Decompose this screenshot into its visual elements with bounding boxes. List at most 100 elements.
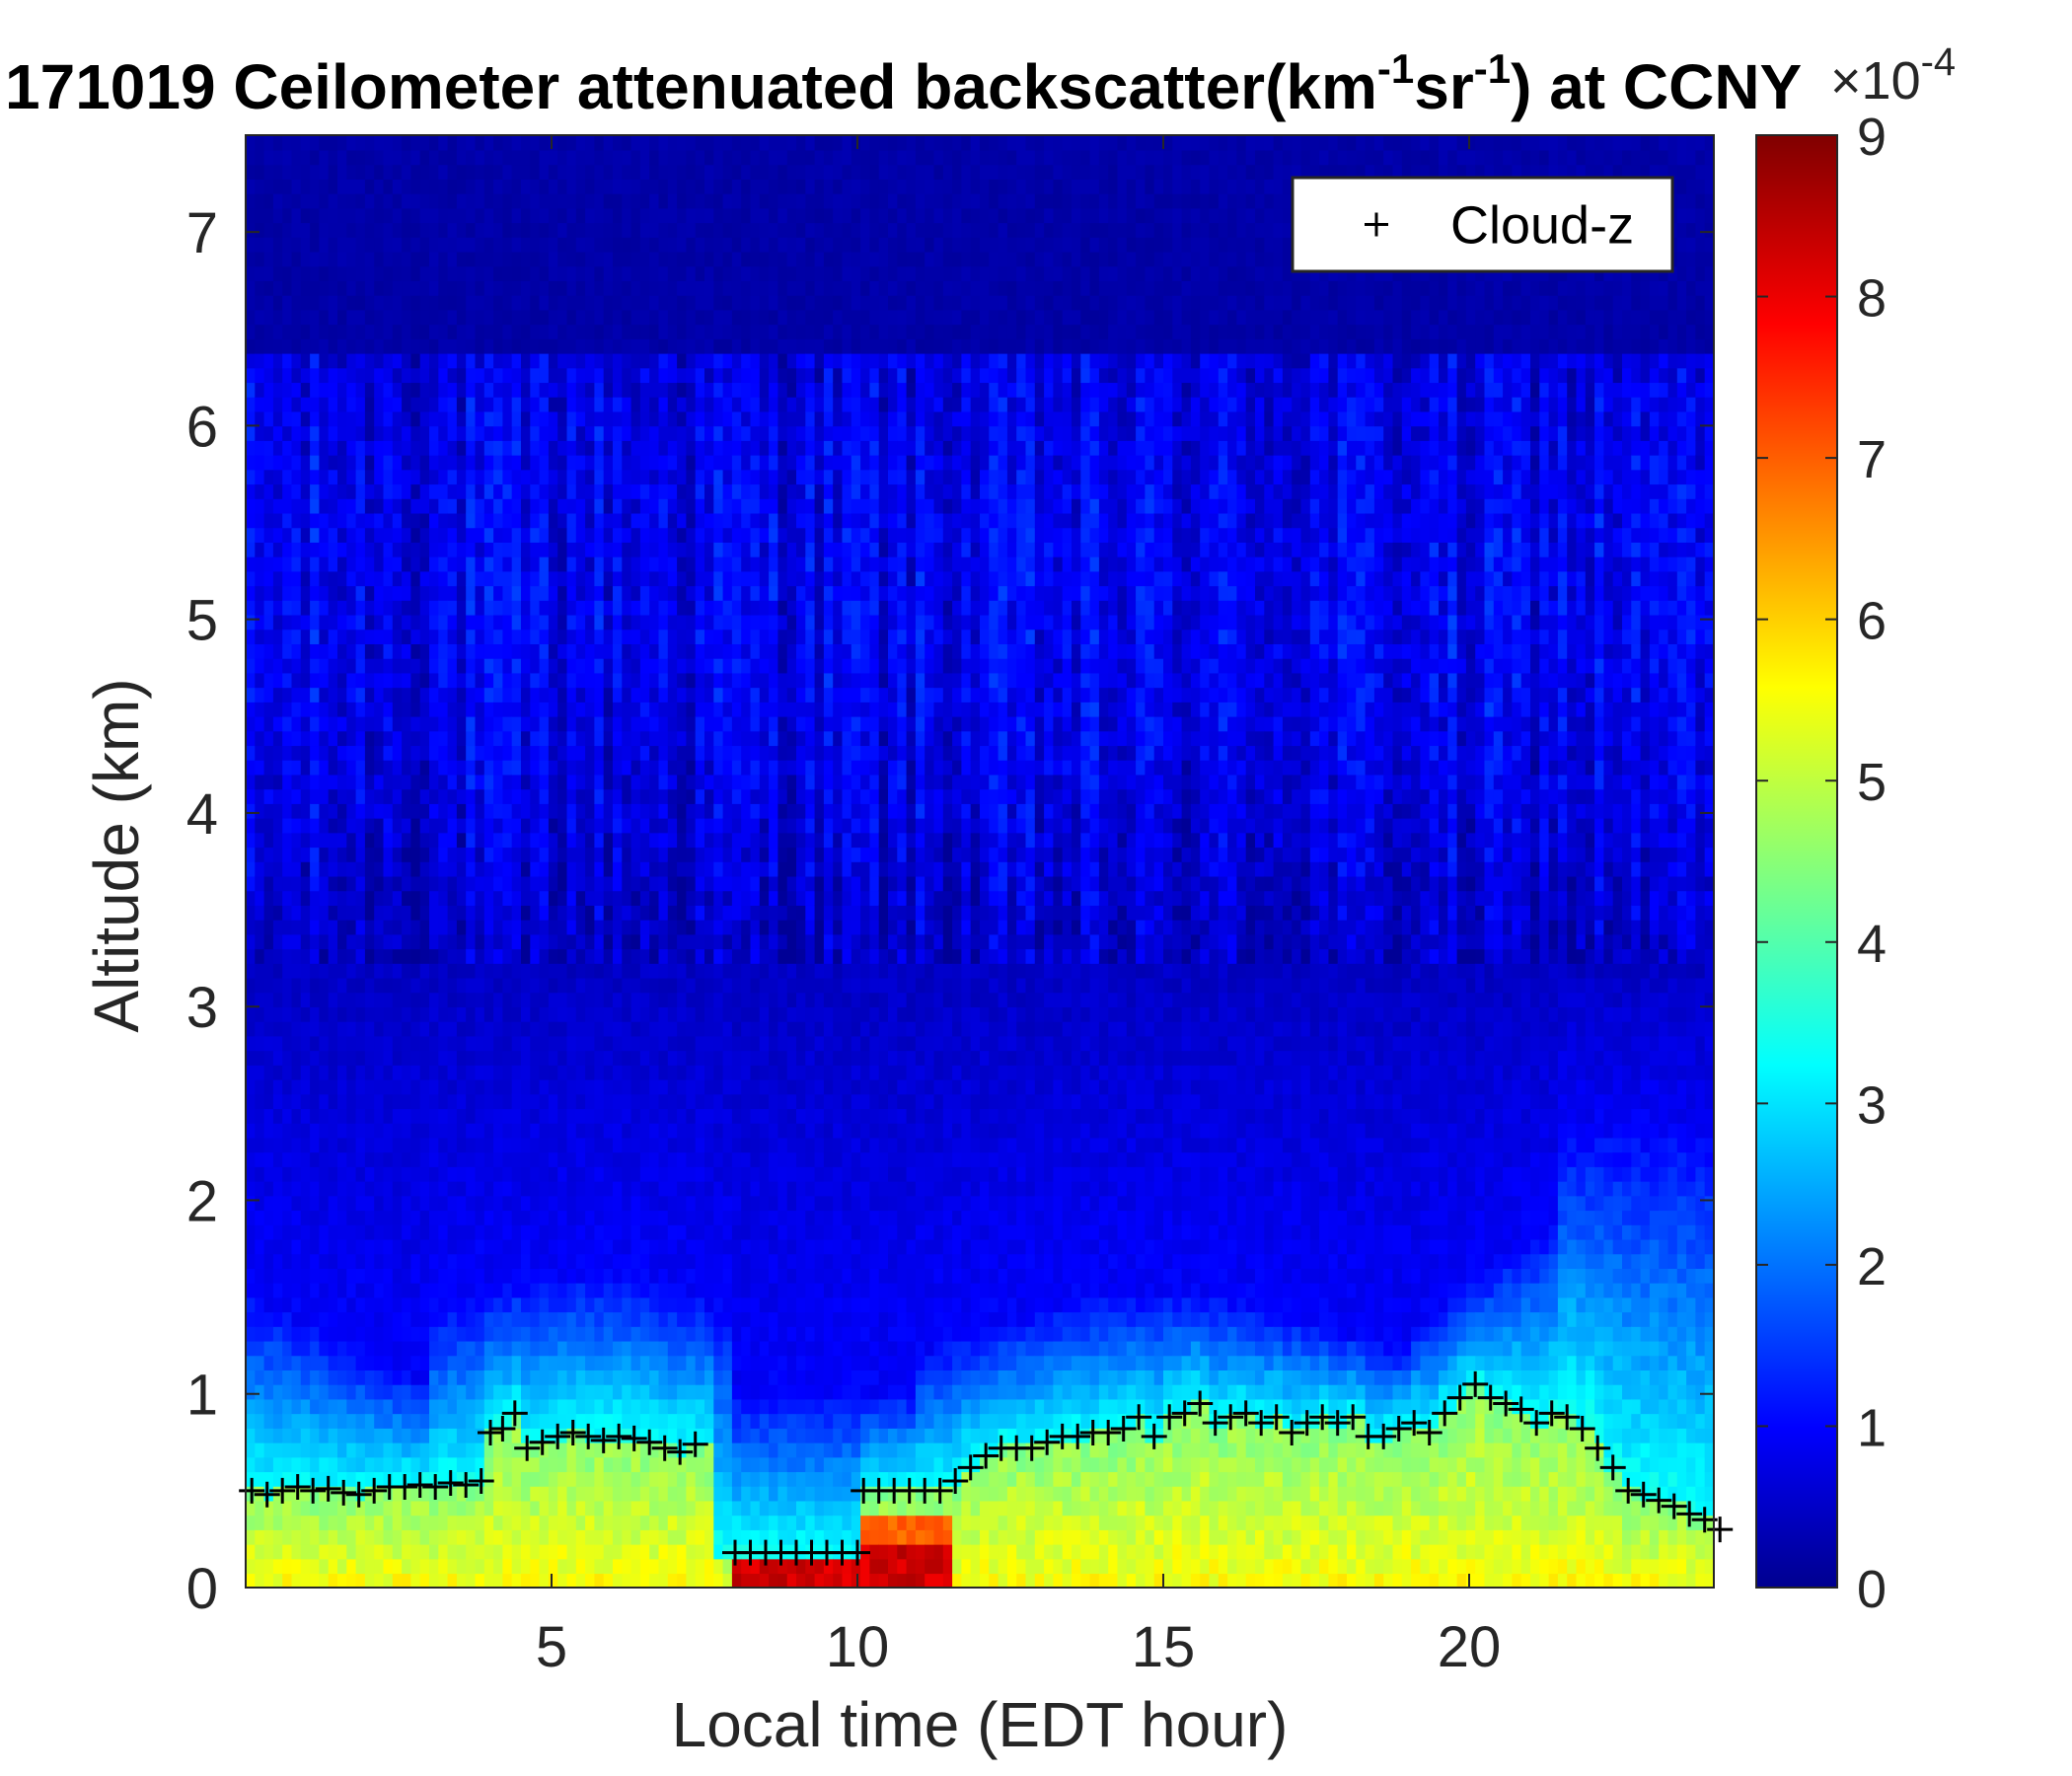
heatmap-cell bbox=[575, 1471, 586, 1487]
heatmap-cell bbox=[402, 382, 412, 398]
heatmap-cell bbox=[502, 1210, 513, 1225]
heatmap-cell bbox=[658, 1413, 669, 1429]
heatmap-cell bbox=[539, 614, 550, 630]
heatmap-cell bbox=[483, 207, 494, 224]
heatmap-cell bbox=[300, 265, 311, 281]
heatmap-cell bbox=[246, 367, 257, 384]
heatmap-cell bbox=[346, 890, 357, 906]
heatmap-cell bbox=[622, 1078, 632, 1095]
heatmap-cell bbox=[649, 251, 660, 267]
heatmap-cell bbox=[402, 963, 412, 979]
heatmap-cell bbox=[282, 1326, 293, 1342]
heatmap-cell bbox=[695, 1180, 705, 1197]
heatmap-cell bbox=[246, 1224, 257, 1240]
heatmap-cell bbox=[310, 1180, 321, 1197]
heatmap-cell bbox=[548, 992, 558, 1007]
heatmap-cell bbox=[483, 265, 494, 281]
heatmap-cell bbox=[677, 890, 688, 906]
heatmap-cell bbox=[493, 614, 504, 630]
heatmap-cell bbox=[511, 1383, 522, 1400]
heatmap-cell bbox=[686, 657, 697, 674]
heatmap-cell bbox=[695, 933, 705, 950]
heatmap-cell bbox=[346, 1224, 357, 1240]
heatmap-cell bbox=[383, 222, 394, 238]
heatmap-cell bbox=[475, 875, 485, 892]
heatmap-cell bbox=[521, 1573, 532, 1588]
heatmap-cell bbox=[346, 1268, 357, 1284]
heatmap-cell bbox=[658, 1065, 669, 1080]
heatmap-cell bbox=[383, 324, 394, 339]
heatmap-cell bbox=[639, 1558, 650, 1575]
heatmap-cell bbox=[566, 1383, 577, 1400]
heatmap-cell bbox=[282, 977, 293, 994]
heatmap-cell bbox=[364, 207, 375, 224]
heatmap-cell bbox=[493, 237, 504, 253]
heatmap-cell bbox=[410, 1383, 421, 1400]
heatmap-cell bbox=[429, 1326, 440, 1342]
heatmap-cell bbox=[337, 1050, 348, 1066]
heatmap-cell bbox=[374, 919, 385, 935]
heatmap-cell bbox=[282, 803, 293, 819]
heatmap-cell bbox=[364, 1166, 375, 1182]
heatmap-cell bbox=[364, 1500, 375, 1517]
heatmap-cell bbox=[630, 1065, 641, 1080]
heatmap-cell bbox=[502, 410, 513, 427]
heatmap-cell bbox=[291, 1543, 302, 1560]
heatmap-cell bbox=[392, 498, 403, 514]
heatmap-cell bbox=[383, 1456, 394, 1473]
heatmap-cell bbox=[630, 1326, 641, 1342]
heatmap-cell bbox=[639, 483, 650, 499]
heatmap-cell bbox=[695, 555, 705, 572]
heatmap-cell bbox=[695, 469, 705, 485]
heatmap-cell bbox=[255, 237, 265, 253]
heatmap-cell bbox=[300, 774, 311, 790]
heatmap-cell bbox=[613, 251, 624, 267]
heatmap-cell bbox=[557, 294, 568, 311]
heatmap-cell bbox=[575, 1122, 586, 1139]
heatmap-cell bbox=[493, 1369, 504, 1385]
heatmap-cell bbox=[475, 396, 485, 412]
heatmap-cell bbox=[475, 527, 485, 543]
heatmap-cell bbox=[603, 410, 614, 427]
heatmap-cell bbox=[355, 1500, 366, 1517]
heatmap-cell bbox=[630, 527, 641, 543]
heatmap-cell bbox=[695, 1006, 705, 1022]
heatmap-cell bbox=[291, 847, 302, 862]
heatmap-cell bbox=[575, 1078, 586, 1095]
heatmap-cell bbox=[383, 265, 394, 281]
title-sup-1: -1 bbox=[1377, 45, 1414, 92]
heatmap-cell bbox=[594, 1558, 605, 1575]
heatmap-cell bbox=[594, 483, 605, 499]
heatmap-cell bbox=[383, 977, 394, 994]
heatmap-cell bbox=[502, 1035, 513, 1052]
heatmap-cell bbox=[310, 1238, 321, 1255]
heatmap-cell bbox=[300, 730, 311, 747]
heatmap-cell bbox=[585, 222, 596, 238]
heatmap-cell bbox=[466, 1238, 477, 1255]
heatmap-cell bbox=[630, 629, 641, 644]
heatmap-cell bbox=[337, 1311, 348, 1327]
heatmap-cell bbox=[658, 745, 669, 761]
heatmap-cell bbox=[649, 730, 660, 747]
heatmap-cell bbox=[548, 527, 558, 543]
heatmap-cell bbox=[337, 454, 348, 471]
heatmap-cell bbox=[613, 454, 624, 471]
heatmap-cell bbox=[364, 643, 375, 659]
heatmap-cell bbox=[246, 265, 257, 281]
heatmap-cell bbox=[246, 570, 257, 587]
heatmap-cell bbox=[410, 832, 421, 849]
heatmap-cell bbox=[328, 1383, 338, 1400]
heatmap-cell bbox=[383, 1137, 394, 1153]
heatmap-cell bbox=[686, 1122, 697, 1139]
heatmap-cell bbox=[255, 338, 265, 354]
heatmap-cell bbox=[438, 1311, 449, 1327]
heatmap-cell bbox=[383, 425, 394, 441]
heatmap-cell bbox=[466, 265, 477, 281]
heatmap-cell bbox=[319, 1195, 330, 1212]
heatmap-cell bbox=[364, 309, 375, 326]
heatmap-cell bbox=[246, 483, 257, 499]
heatmap-cell bbox=[639, 977, 650, 994]
heatmap-cell bbox=[410, 1442, 421, 1458]
heatmap-cell bbox=[548, 324, 558, 339]
heatmap-cell bbox=[575, 977, 586, 994]
